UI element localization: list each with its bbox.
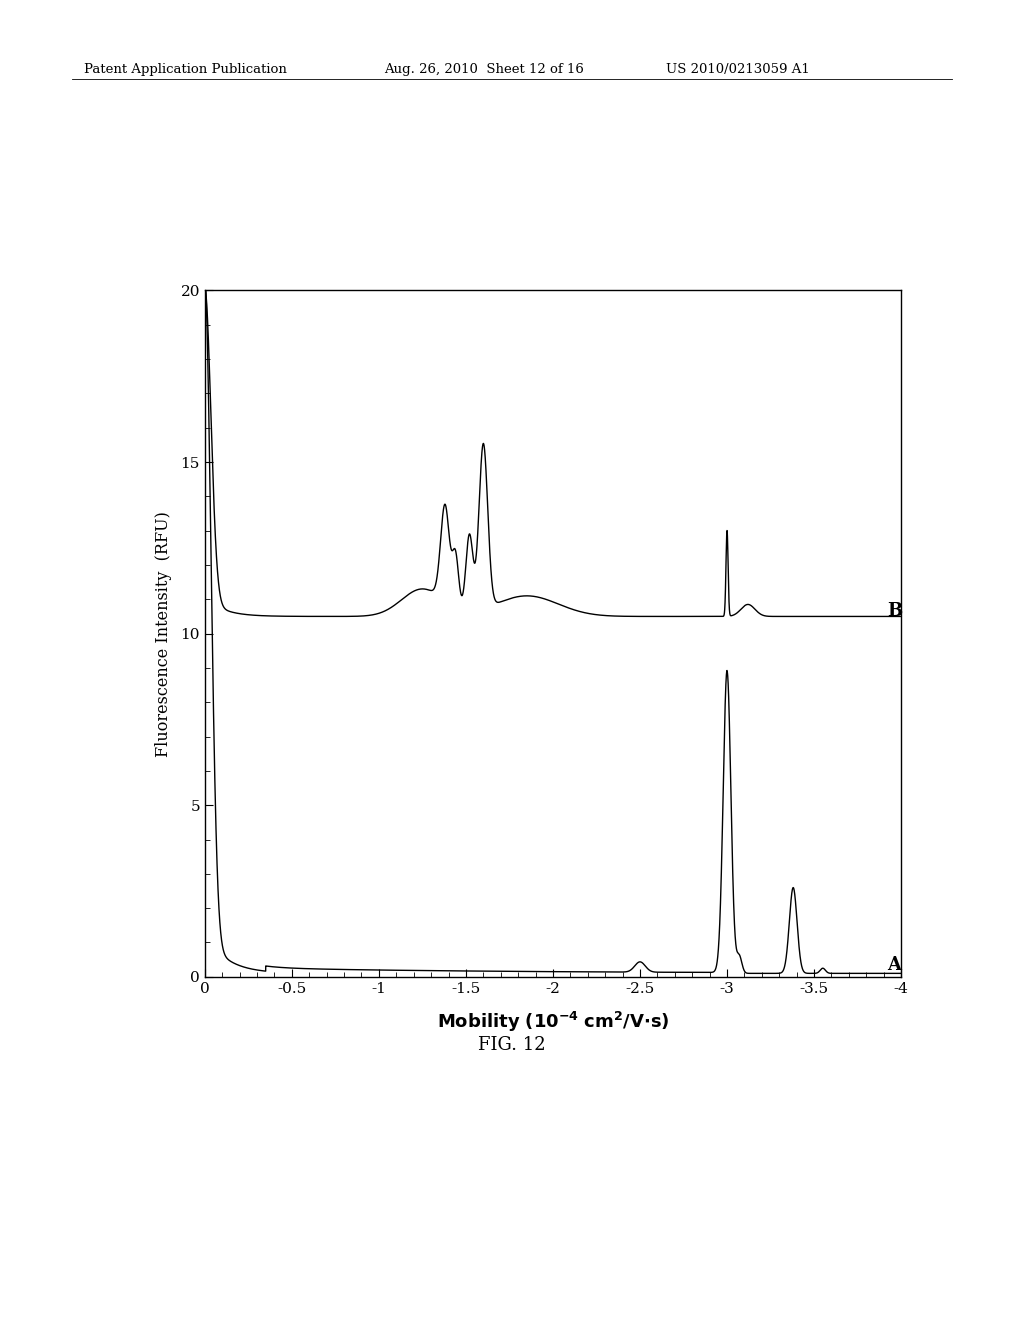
Text: B: B bbox=[887, 602, 902, 620]
Y-axis label: Fluorescence Intensity  (RFU): Fluorescence Intensity (RFU) bbox=[155, 511, 172, 756]
Text: US 2010/0213059 A1: US 2010/0213059 A1 bbox=[666, 63, 809, 77]
Text: FIG. 12: FIG. 12 bbox=[478, 1036, 546, 1055]
Text: Patent Application Publication: Patent Application Publication bbox=[84, 63, 287, 77]
Text: A: A bbox=[887, 956, 901, 974]
Text: Aug. 26, 2010  Sheet 12 of 16: Aug. 26, 2010 Sheet 12 of 16 bbox=[384, 63, 584, 77]
X-axis label: $\mathbf{Mobility\ (10^{-4}\ cm^{2}/V{\cdot}s)}$: $\mathbf{Mobility\ (10^{-4}\ cm^{2}/V{\c… bbox=[436, 1010, 670, 1034]
